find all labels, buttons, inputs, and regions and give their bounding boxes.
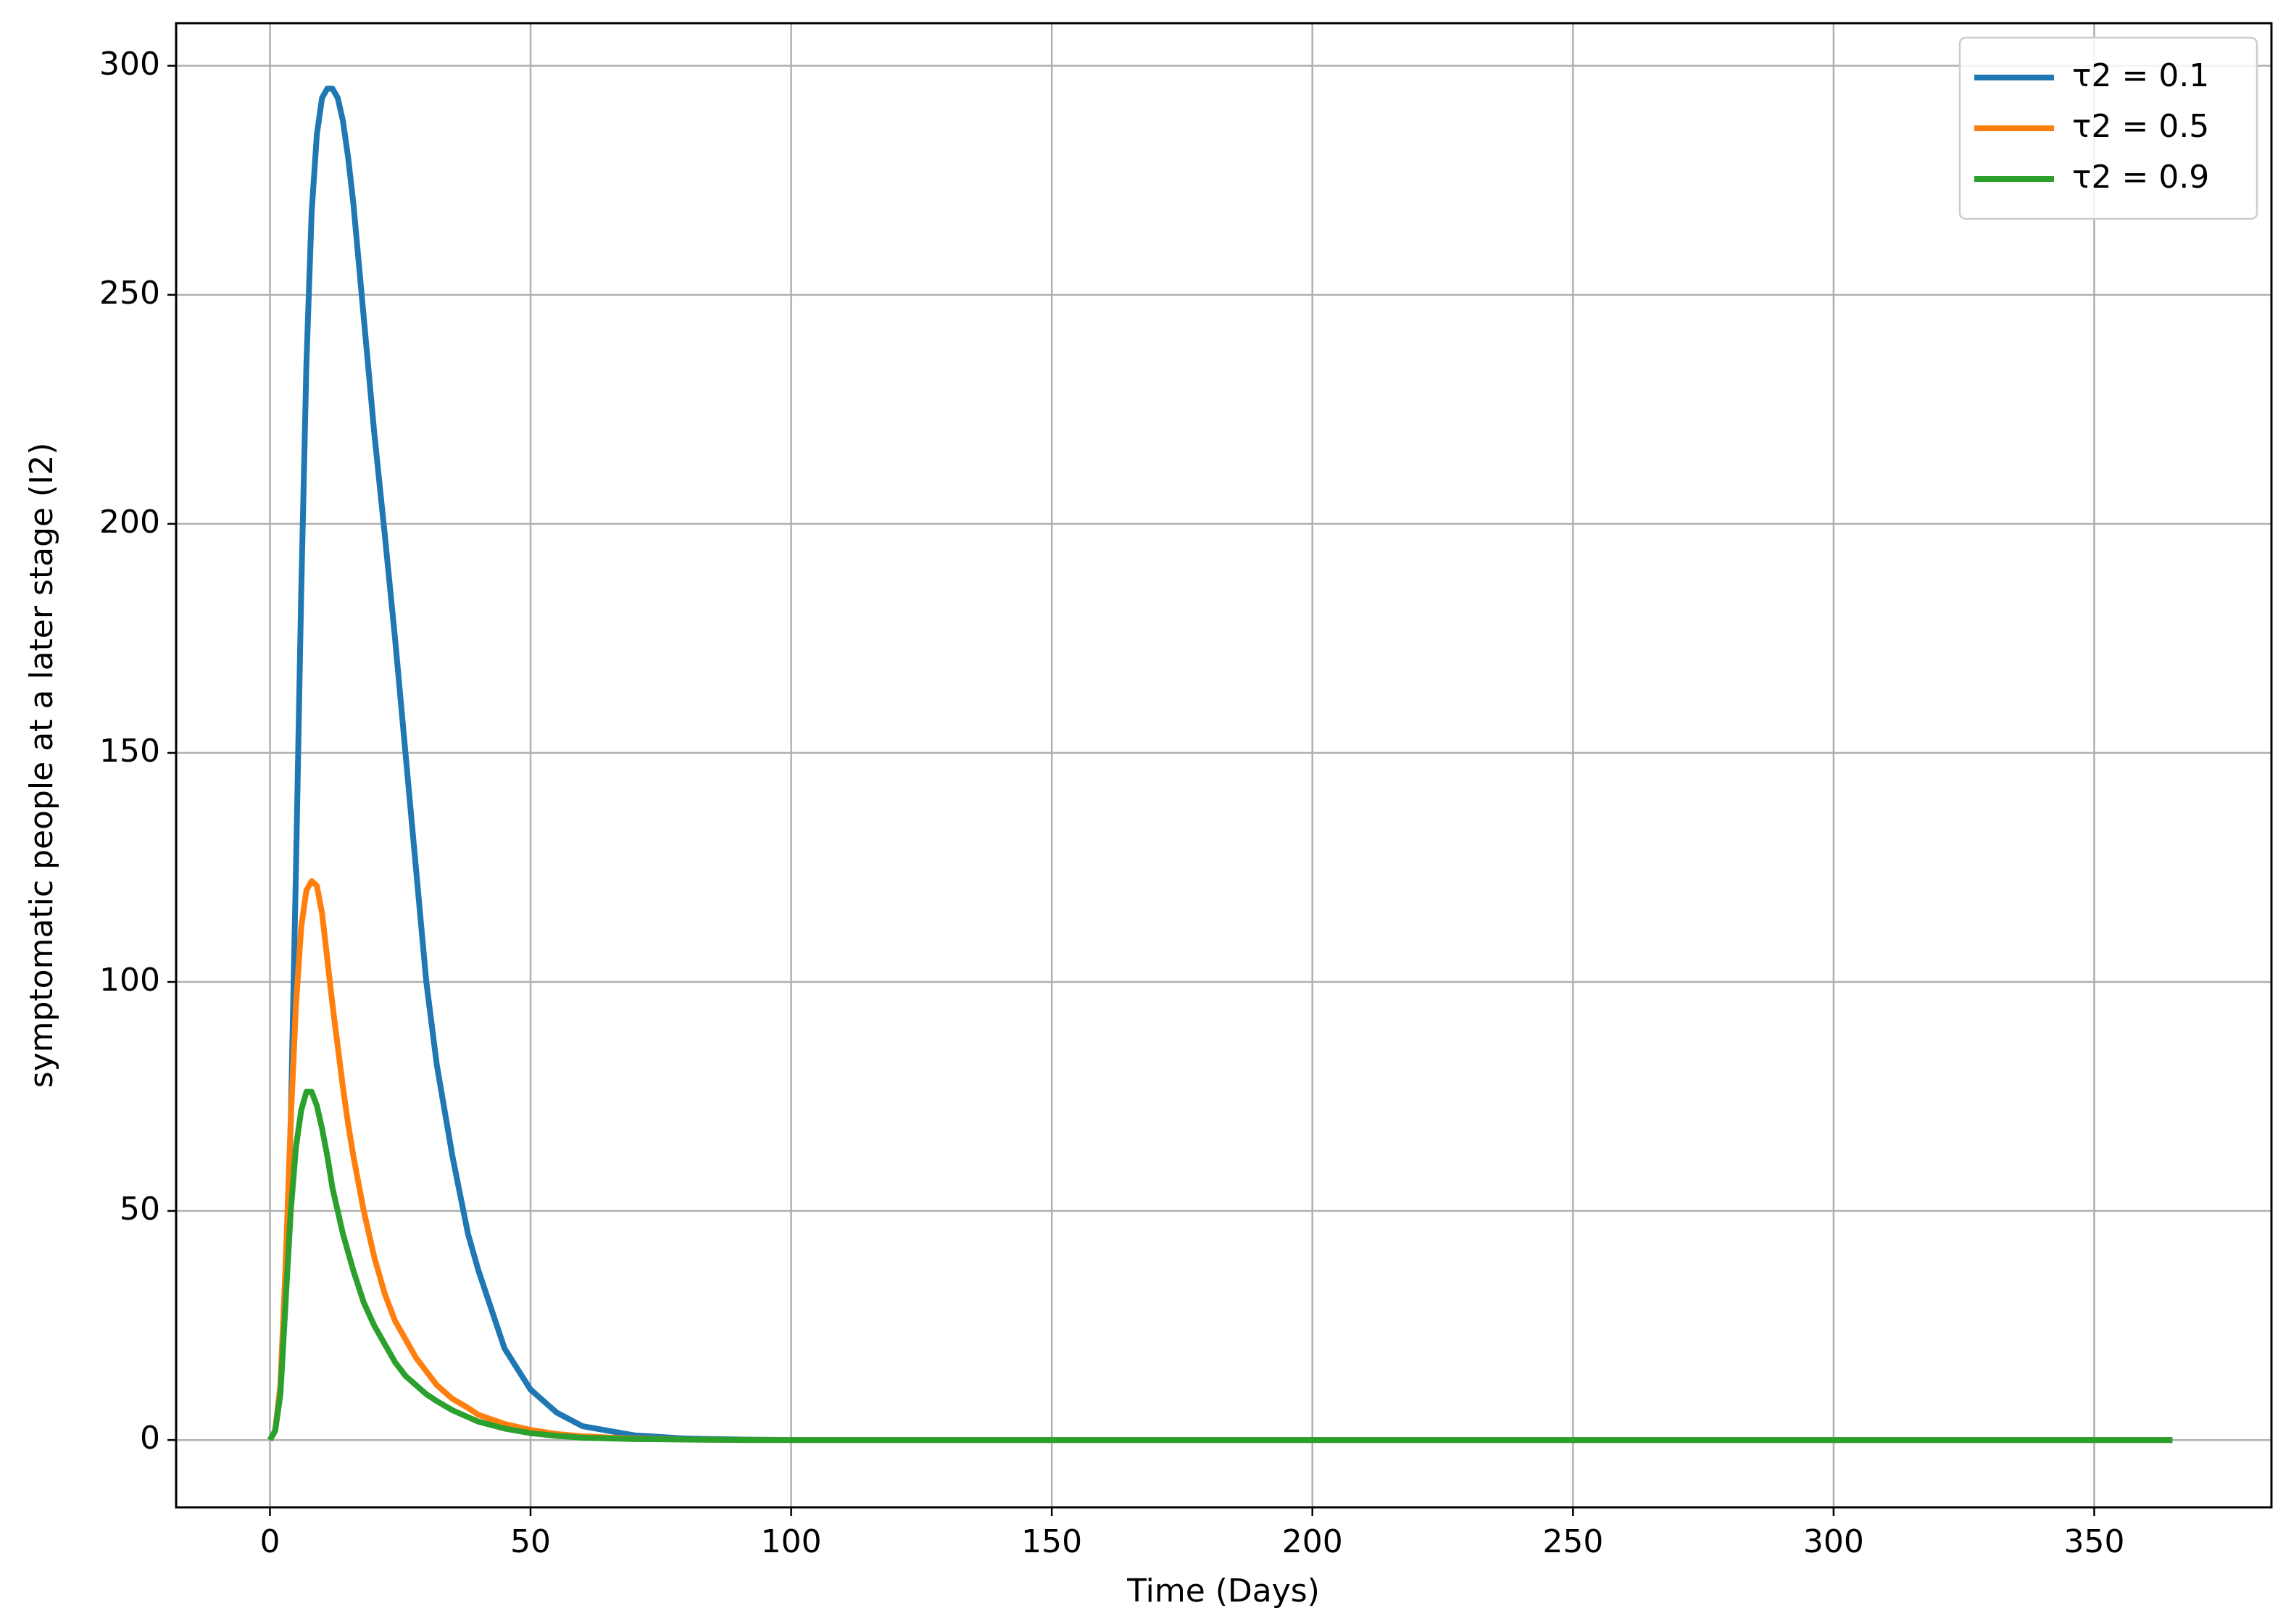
x-tick-label: 100 [761, 1523, 822, 1560]
legend-box [1958, 36, 2258, 220]
line-series [267, 86, 2173, 1444]
legend-label: τ2 = 0.9 [2072, 159, 2209, 196]
x-tick-label: 0 [259, 1523, 280, 1560]
y-tick-label: 50 [120, 1191, 160, 1228]
y-tick-label: 0 [140, 1420, 160, 1457]
x-tick-label: 300 [1803, 1523, 1864, 1560]
y-tick-label: 100 [99, 962, 160, 999]
y-tick-label: 250 [99, 275, 160, 312]
x-tick-label: 200 [1282, 1523, 1343, 1560]
x-axis-label: Time (Days) [1126, 1573, 1320, 1610]
x-tick-label: 250 [1542, 1523, 1603, 1560]
y-tick-label: 300 [99, 46, 160, 83]
y-axis-label: symptomatic people at a later stage (I2) [23, 443, 60, 1088]
x-tick-label: 50 [510, 1523, 551, 1560]
x-tick-label: 150 [1021, 1523, 1082, 1560]
y-tick-label: 200 [99, 504, 160, 541]
line-series [267, 878, 2173, 1444]
x-tick-label: 350 [2063, 1523, 2124, 1560]
legend-label: τ2 = 0.5 [2072, 108, 2209, 145]
y-tick-label: 150 [99, 733, 160, 770]
legend: τ2 = 0.1 τ2 = 0.5 τ2 = 0.9 [1958, 36, 2258, 220]
line-series [267, 1088, 2173, 1444]
plot-frame [175, 22, 2273, 1509]
legend-label: τ2 = 0.1 [2072, 57, 2209, 94]
